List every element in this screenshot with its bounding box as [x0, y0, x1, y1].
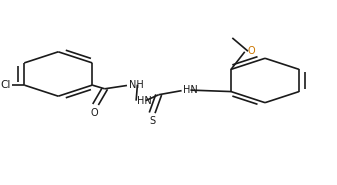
Text: HN: HN: [137, 96, 152, 106]
Text: NH: NH: [129, 80, 143, 90]
Text: S: S: [150, 116, 156, 126]
Text: O: O: [247, 46, 255, 56]
Text: Cl: Cl: [0, 80, 10, 90]
Text: O: O: [90, 108, 98, 118]
Text: HN: HN: [183, 85, 198, 95]
